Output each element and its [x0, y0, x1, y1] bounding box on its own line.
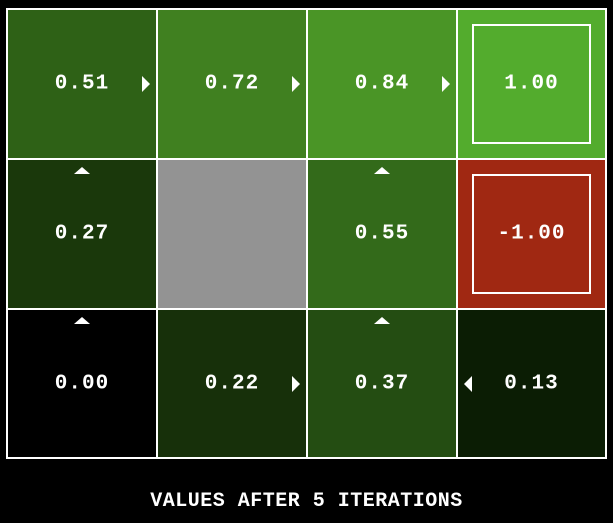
state-value: 0.37: [354, 372, 410, 395]
arrow-east-icon: [142, 76, 150, 92]
arrow-north-icon: [74, 317, 90, 324]
gridworld: 0.51 0.72 0.84 1.00 0.27 0.55 -1.00 0.00…: [6, 8, 607, 459]
arrow-north-icon: [374, 317, 390, 324]
state-value: 0.22: [204, 372, 260, 395]
cell-0-3-terminal: 1.00: [458, 10, 605, 158]
state-value: 1.00: [504, 72, 559, 96]
arrow-east-icon: [442, 76, 450, 92]
terminal-border: [472, 24, 591, 144]
cell-0-1: 0.72: [158, 10, 306, 158]
state-value: 0.84: [354, 72, 410, 96]
cell-2-1: 0.22: [158, 310, 306, 457]
state-value: 0.55: [354, 222, 410, 246]
arrow-east-icon: [292, 76, 300, 92]
cell-2-2: 0.37: [308, 310, 456, 457]
arrow-east-icon: [292, 376, 300, 392]
cell-2-0: 0.00: [8, 310, 156, 457]
cell-0-0: 0.51: [8, 10, 156, 158]
cell-1-0: 0.27: [8, 160, 156, 308]
cell-1-2: 0.55: [308, 160, 456, 308]
state-value: 0.13: [504, 372, 559, 395]
cell-2-3: 0.13: [458, 310, 605, 457]
state-value: 0.72: [204, 72, 260, 96]
arrow-north-icon: [374, 167, 390, 174]
state-value: -1.00: [497, 222, 566, 246]
arrow-west-icon: [464, 376, 472, 392]
state-value: 0.51: [54, 72, 110, 96]
cell-1-3-terminal: -1.00: [458, 160, 605, 308]
iteration-title: VALUES AFTER 5 ITERATIONS: [150, 490, 463, 513]
state-value: 0.27: [54, 222, 110, 246]
state-value: 0.00: [54, 372, 110, 395]
cell-1-1-wall: [158, 160, 306, 308]
cell-0-2: 0.84: [308, 10, 456, 158]
arrow-north-icon: [74, 167, 90, 174]
terminal-border: [472, 174, 591, 294]
